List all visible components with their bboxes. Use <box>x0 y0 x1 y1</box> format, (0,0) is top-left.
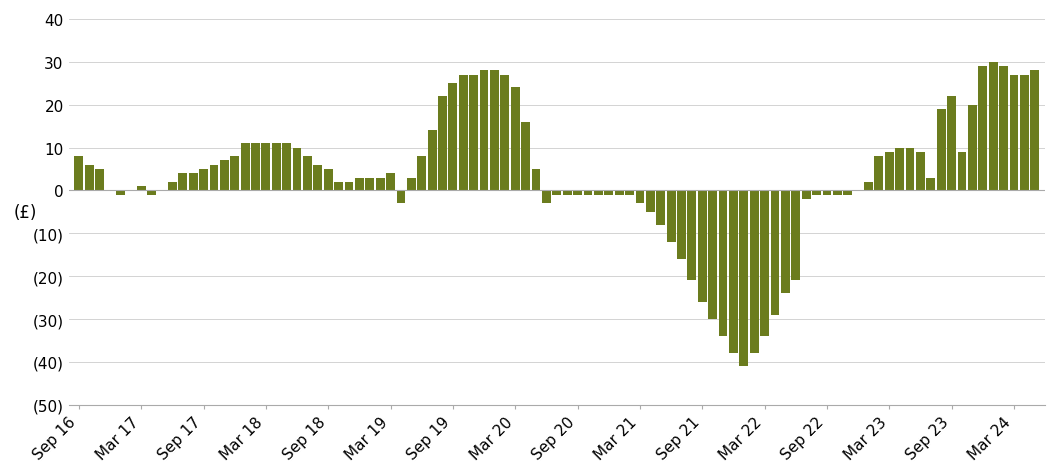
Bar <box>449 84 457 191</box>
Bar <box>178 174 187 191</box>
Bar <box>210 165 218 191</box>
Bar <box>780 191 790 294</box>
Bar <box>292 148 302 191</box>
Bar <box>387 174 395 191</box>
Bar <box>584 191 592 195</box>
Bar <box>625 191 634 195</box>
Bar <box>324 169 333 191</box>
Bar <box>417 157 426 191</box>
Bar <box>968 105 976 191</box>
Bar <box>635 191 644 204</box>
Bar <box>760 191 769 337</box>
Bar <box>147 191 156 195</box>
Bar <box>1030 71 1039 191</box>
Y-axis label: (£): (£) <box>14 203 37 221</box>
Bar <box>895 148 904 191</box>
Bar <box>355 178 364 191</box>
Bar <box>116 191 125 195</box>
Bar <box>501 76 509 191</box>
Bar <box>791 191 801 281</box>
Bar <box>95 169 104 191</box>
Bar <box>750 191 758 354</box>
Bar <box>335 182 343 191</box>
Bar <box>459 76 468 191</box>
Bar <box>957 152 967 191</box>
Bar <box>376 178 384 191</box>
Bar <box>677 191 686 259</box>
Bar <box>739 191 749 367</box>
Bar <box>220 161 229 191</box>
Bar <box>199 169 208 191</box>
Bar <box>719 191 728 337</box>
Bar <box>562 191 572 195</box>
Bar <box>905 148 915 191</box>
Bar <box>605 191 613 195</box>
Bar <box>833 191 842 195</box>
Bar <box>553 191 561 195</box>
Bar <box>875 157 883 191</box>
Bar <box>532 169 540 191</box>
Bar <box>542 191 551 204</box>
Bar <box>1009 76 1019 191</box>
Bar <box>708 191 717 319</box>
Bar <box>438 97 447 191</box>
Bar <box>916 152 925 191</box>
Bar <box>510 89 520 191</box>
Bar <box>989 63 998 191</box>
Bar <box>729 191 738 354</box>
Bar <box>469 76 478 191</box>
Bar <box>262 144 270 191</box>
Bar <box>428 131 436 191</box>
Bar <box>85 165 93 191</box>
Bar <box>698 191 706 302</box>
Bar <box>272 144 281 191</box>
Bar <box>885 152 894 191</box>
Bar <box>594 191 603 195</box>
Bar <box>573 191 582 195</box>
Bar <box>251 144 259 191</box>
Bar <box>407 178 416 191</box>
Bar <box>614 191 624 195</box>
Bar <box>365 178 374 191</box>
Bar <box>812 191 821 195</box>
Bar <box>137 187 146 191</box>
Bar <box>521 122 531 191</box>
Bar <box>771 191 779 315</box>
Bar <box>240 144 250 191</box>
Bar <box>283 144 291 191</box>
Bar <box>927 178 935 191</box>
Bar <box>313 165 322 191</box>
Bar <box>657 191 665 225</box>
Bar <box>687 191 696 281</box>
Bar <box>999 67 1008 191</box>
Bar <box>947 97 956 191</box>
Bar <box>802 191 810 199</box>
Bar <box>1020 76 1028 191</box>
Bar <box>168 182 177 191</box>
Bar <box>74 157 84 191</box>
Bar <box>303 157 312 191</box>
Bar <box>189 174 198 191</box>
Bar <box>480 71 488 191</box>
Bar <box>230 157 239 191</box>
Bar <box>490 71 499 191</box>
Bar <box>823 191 831 195</box>
Bar <box>396 191 406 204</box>
Bar <box>937 109 946 191</box>
Bar <box>667 191 676 242</box>
Bar <box>646 191 654 212</box>
Bar <box>864 182 873 191</box>
Bar <box>344 182 354 191</box>
Bar <box>979 67 987 191</box>
Bar <box>843 191 852 195</box>
